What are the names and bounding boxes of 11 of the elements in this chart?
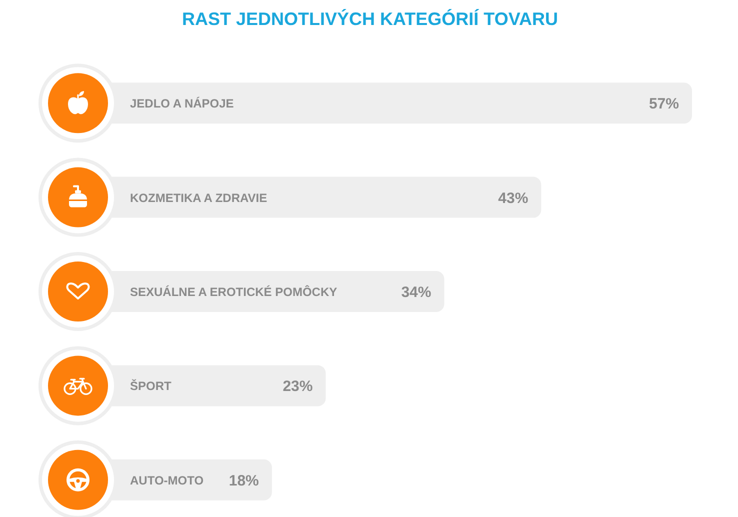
y-tick-label: JEDLO A NÁPOJE (130, 96, 234, 111)
y-tick-label: AUTO-MOTO (130, 473, 204, 488)
data-label: 18% (228, 472, 259, 490)
y-tick-label: ŠPORT (130, 379, 172, 394)
data-label: 34% (401, 284, 432, 301)
y-tick-label: KOZMETIKA A ZDRAVIE (130, 190, 268, 205)
data-label: 43% (498, 190, 528, 207)
data-label: 23% (282, 378, 313, 396)
y-tick-label: SEXUÁLNE A EROTICKÉ POMÔCKY (130, 285, 338, 299)
chart-title: RAST JEDNOTLIVÝCH KATEGÓRIÍ TOVARU (182, 9, 558, 29)
data-label: 57% (648, 96, 679, 113)
